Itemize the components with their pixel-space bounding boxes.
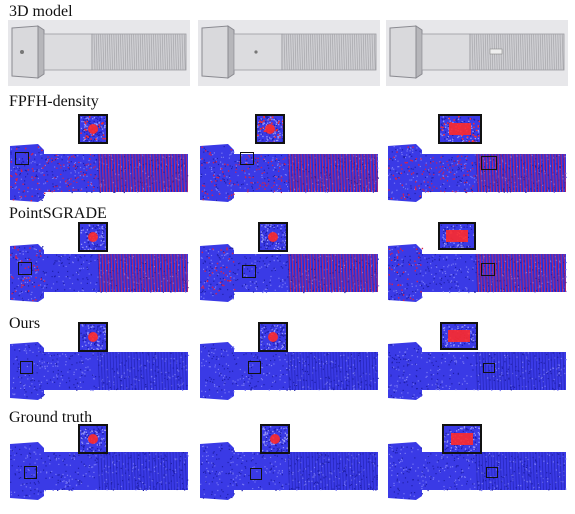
- bolt-model-render: [198, 20, 380, 86]
- zoom-inset: [258, 222, 288, 252]
- bolt-point-cloud: [198, 338, 380, 404]
- defect-marker-box: [483, 363, 495, 373]
- defect-marker-box: [248, 361, 261, 374]
- row-title: PointSGRADE: [9, 205, 107, 222]
- defect-marker-box: [486, 467, 498, 478]
- bolt-point-cloud: [198, 140, 380, 206]
- defect-marker-box: [18, 262, 32, 275]
- zoom-inset: [78, 222, 108, 252]
- defect-marker-box: [250, 468, 262, 480]
- defect-marker-box: [20, 361, 33, 374]
- zoom-inset: [260, 424, 290, 454]
- bolt-point-cloud: [8, 140, 190, 206]
- defect-marker-box: [481, 263, 495, 276]
- row-title: Ours: [9, 315, 41, 332]
- bolt-point-cloud: [8, 438, 190, 504]
- zoom-inset: [438, 222, 476, 250]
- row-title: FPFH-density: [9, 93, 99, 110]
- bolt-point-cloud: [8, 240, 190, 306]
- row-title: Ground truth: [9, 409, 93, 426]
- zoom-inset: [255, 114, 285, 144]
- bolt-point-cloud: [386, 438, 568, 504]
- defect-marker-box: [242, 265, 256, 278]
- zoom-inset: [258, 322, 288, 352]
- bolt-model-render: [8, 20, 190, 86]
- defect-marker-box: [15, 152, 29, 165]
- row-title: 3D model: [9, 3, 73, 20]
- bolt-point-cloud: [198, 240, 380, 306]
- zoom-inset: [78, 424, 108, 454]
- zoom-inset: [440, 322, 478, 350]
- defect-marker-box: [481, 156, 497, 170]
- defect-marker-box: [240, 152, 254, 165]
- zoom-inset: [438, 114, 482, 144]
- bolt-point-cloud: [8, 338, 190, 404]
- bolt-point-cloud: [386, 240, 568, 306]
- bolt-point-cloud: [386, 140, 568, 206]
- zoom-inset: [78, 322, 108, 352]
- bolt-model-render: [386, 20, 568, 86]
- defect-marker-box: [24, 466, 37, 479]
- bolt-point-cloud: [198, 438, 380, 504]
- zoom-inset: [78, 114, 108, 144]
- zoom-inset: [442, 424, 482, 454]
